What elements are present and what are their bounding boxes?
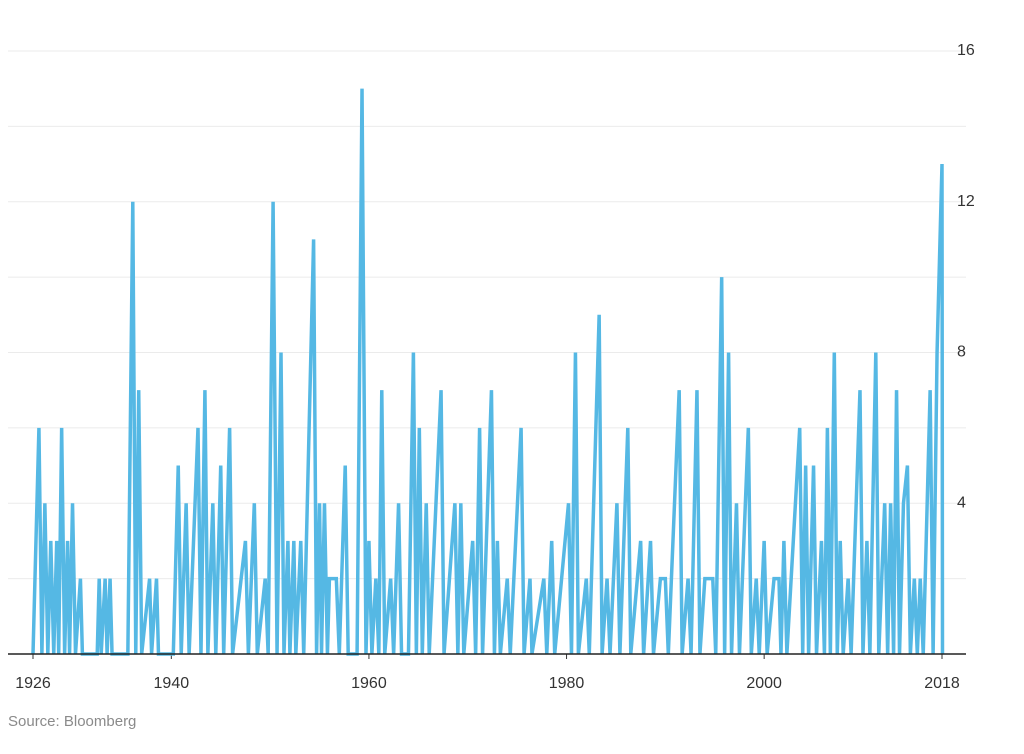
y-tick-label: 12 <box>957 193 975 210</box>
x-tick-label: 1960 <box>351 675 387 692</box>
x-tick-label: 2000 <box>746 675 782 692</box>
x-tick-label: 1926 <box>15 675 51 692</box>
x-tick-label: 2018 <box>924 675 960 692</box>
x-tick-label: 1980 <box>549 675 585 692</box>
y-tick-label: 8 <box>957 344 966 361</box>
y-tick-label: 4 <box>957 494 966 511</box>
x-tick-label: 1940 <box>154 675 190 692</box>
y-tick-label: 16 <box>957 42 975 59</box>
source: Source: Bloomberg <box>8 713 136 730</box>
line <box>31 88 945 656</box>
